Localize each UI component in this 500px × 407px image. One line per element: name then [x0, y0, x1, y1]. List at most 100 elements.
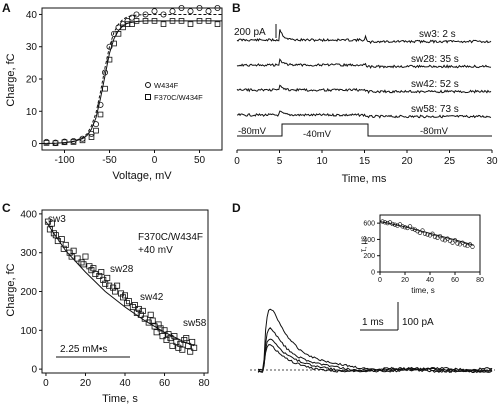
- panel-c-point: [183, 335, 190, 342]
- panel-c-point: [92, 271, 99, 278]
- panel-letter-d: D: [232, 201, 241, 215]
- inset-ytick-label: 400: [363, 237, 375, 244]
- panel-c-xtick-label: 80: [198, 378, 210, 389]
- inset-xtick-label: 40: [426, 277, 434, 284]
- inset-ylabel: τ, μs: [359, 236, 368, 252]
- panel-a-ytick-label: 10: [26, 107, 38, 118]
- panel-c-point: [149, 317, 156, 324]
- inset-ytick-label: 600: [363, 221, 375, 228]
- panel-a-fits: [41, 13, 222, 145]
- scale-time-label: 1 ms: [362, 317, 384, 328]
- panel-c-point: [175, 344, 182, 351]
- inset-point: [470, 244, 475, 249]
- inset-axes: 0 20 40 60 80 0 200 400 600: [363, 214, 484, 284]
- panel-c-point: [58, 236, 65, 243]
- panel-c-point: [191, 344, 198, 351]
- inset-point: [462, 243, 468, 248]
- f370c-w434f-point: [106, 56, 113, 63]
- panel-c-point: [153, 329, 160, 336]
- panel-c-annotation-line1: F370C/W434F: [138, 232, 203, 243]
- panel-c-point: [100, 276, 107, 283]
- scale-current-label: 100 pA: [402, 317, 434, 328]
- panel-b-xlabel: Time, ms: [342, 173, 387, 185]
- panel-b-sweep-trace: [236, 84, 492, 94]
- panel-a-chart: -100 -50 0 50 0 10 20 30 40 Voltage, mV Charge, …: [5, 5, 223, 182]
- panel-d-scale-bars: 1 ms 100 pA: [360, 302, 434, 331]
- panel-c-points: [44, 218, 198, 355]
- panel-c-xtick-label: 20: [80, 378, 92, 389]
- panel-c-point: [151, 323, 158, 330]
- panel-c-point: [74, 255, 81, 262]
- inset-point: [432, 234, 438, 240]
- panel-c-point: [82, 253, 89, 260]
- w434f-point: [133, 11, 140, 18]
- panel-a-fit-curve: [41, 13, 222, 145]
- panel-c-point: [163, 337, 170, 344]
- protocol-level-3: -80mV: [420, 126, 449, 137]
- w434f-point: [169, 8, 176, 15]
- inset-point: [440, 237, 445, 242]
- panel-a-xtick-label: -100: [54, 155, 74, 166]
- panel-c-point: [114, 282, 121, 289]
- panel-c-point: [80, 261, 87, 268]
- panel-c-point: [131, 302, 138, 309]
- panel-a-ytick-label: 40: [26, 10, 38, 21]
- legend-entry-w434f: W434F: [154, 81, 179, 90]
- panel-c-ylabel: Charge, fC: [5, 263, 17, 316]
- w434f-point: [106, 43, 113, 50]
- panel-c-point: [145, 319, 152, 326]
- panel-b-sweep-label-3: sw42: 52 s: [411, 79, 459, 90]
- panel-c-point: [98, 269, 105, 276]
- panel-c-point: [52, 232, 59, 239]
- panel-c-point: [123, 300, 130, 307]
- panel-c-ytick-label: 0: [31, 365, 37, 376]
- panel-c-point: [173, 338, 180, 345]
- f370c-w434f-point: [214, 21, 221, 27]
- w434f-point: [88, 130, 95, 137]
- inset-point: [455, 241, 460, 246]
- w434f-point: [205, 8, 212, 15]
- panel-b-scale-label: 200 pA: [234, 27, 266, 38]
- panel-b-xtick-label: 25: [444, 156, 456, 167]
- inset-points: [379, 219, 475, 249]
- panel-c-point: [62, 241, 69, 248]
- point-label-sw3: sw3: [48, 214, 66, 225]
- panel-c-fit-curve: [45, 221, 195, 347]
- inset-ytick-label: 0: [371, 269, 375, 276]
- panel-b-sweep-trace: [236, 58, 492, 70]
- panel-c-xtick-label: 0: [43, 378, 49, 389]
- panel-b-sweep-trace: [236, 110, 492, 119]
- panel-c-point: [159, 333, 166, 340]
- panel-c-point: [102, 280, 109, 287]
- w434f-point: [151, 8, 158, 15]
- panel-a-fit-curve: [41, 20, 222, 145]
- inset-xtick-label: 0: [378, 277, 382, 284]
- panel-c-ytick-label: 200: [20, 287, 37, 298]
- f370c-w434f-point: [187, 21, 194, 27]
- f370c-w434f-point: [88, 134, 95, 140]
- inset-xtick-label: 80: [476, 277, 484, 284]
- panel-a-ylabel: Charge, fC: [5, 53, 17, 106]
- panel-b-sweep-label-4: sw58: 73 s: [411, 104, 459, 115]
- panel-b-xtick-label: 20: [401, 156, 413, 167]
- panel-c-xtick-label: 40: [119, 378, 131, 389]
- panel-c-point: [181, 337, 188, 344]
- inset-point: [450, 240, 455, 245]
- protocol-level-1: -80mV: [238, 126, 267, 137]
- panel-letter-b: B: [232, 1, 241, 15]
- panel-c-point: [187, 348, 194, 355]
- panel-b-axes: 0 5 10 15 20 25 30: [234, 149, 498, 167]
- panel-d-inset: 0 20 40 60 80 0 200 400 600 time, s τ, μs: [359, 214, 484, 295]
- inset-ytick-label: 200: [363, 253, 375, 260]
- inset-fit-curve: [379, 221, 474, 246]
- panel-a-ytick-label: 30: [26, 42, 38, 53]
- panel-c-point: [60, 245, 67, 252]
- panel-c-scale-label: 2.25 mM•s: [60, 344, 107, 355]
- w434f-point: [187, 8, 194, 15]
- panel-c-point: [48, 220, 55, 227]
- panel-a-xtick-label: -50: [102, 155, 117, 166]
- panel-c-point: [86, 263, 93, 270]
- panel-a-ytick-label: 20: [26, 75, 38, 86]
- panel-c-ytick-label: 100: [20, 326, 37, 337]
